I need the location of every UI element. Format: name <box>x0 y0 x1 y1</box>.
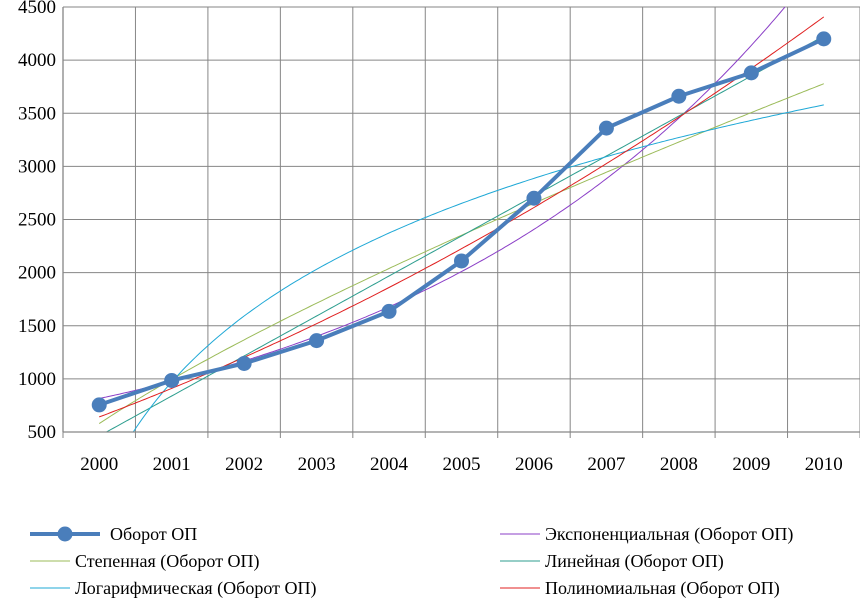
trendline-power <box>98 83 824 425</box>
data-point <box>598 120 614 136</box>
legend-item-series-label: Оборот ОП <box>110 524 197 544</box>
data-point <box>164 372 180 388</box>
legend-item-polynomial-label: Полиномиальная (Оборот ОП) <box>545 578 780 599</box>
x-tick-label: 2005 <box>443 454 481 475</box>
data-point <box>381 303 397 319</box>
y-tick-label: 1000 <box>18 369 56 390</box>
x-tick-label: 2000 <box>80 454 118 475</box>
data-point <box>816 31 832 47</box>
grid <box>62 6 860 438</box>
legend-item-power-label: Степенная (Оборот ОП) <box>75 551 260 572</box>
y-tick-label: 4000 <box>18 50 56 71</box>
y-tick-label: 3500 <box>18 103 56 124</box>
y-tick-label: 3000 <box>18 156 56 177</box>
legend-item-linear-label: Линейная (Оборот ОП) <box>545 551 724 572</box>
data-point <box>671 88 687 104</box>
y-tick-label: 2500 <box>18 210 56 231</box>
trendline-logarithmic <box>132 104 824 432</box>
data-point <box>454 253 469 269</box>
legend-item-exponential-label: Экспоненциальная (Оборот ОП) <box>545 524 793 545</box>
x-tick-label: 2006 <box>515 454 553 475</box>
data-point <box>309 333 325 349</box>
y-tick-label: 4500 <box>18 0 56 18</box>
y-tick-label: 1500 <box>18 316 56 337</box>
data-point <box>236 355 252 371</box>
series <box>91 31 832 413</box>
data-point <box>526 190 542 206</box>
x-tick-label: 2001 <box>153 454 191 475</box>
data-point <box>743 65 759 81</box>
x-tick-label: 2004 <box>370 454 409 475</box>
x-tick-label: 2007 <box>587 454 625 475</box>
x-tick-label: 2009 <box>732 454 770 475</box>
y-tick-label: 2000 <box>18 263 56 284</box>
data-point <box>91 397 107 413</box>
x-tick-label: 2010 <box>805 454 843 475</box>
legend: Оборот ОП Экспоненциальная (Оборот ОП) Сте… <box>30 524 793 599</box>
axes: 500 1000 1500 2000 2500 3000 3500 4000 4500 2000 2… <box>18 0 860 475</box>
legend-item-logarithmic-label: Логарифмическая (Оборот ОП) <box>75 578 316 599</box>
y-tick-label: 500 <box>28 422 57 443</box>
legend-swatch-marker <box>57 526 73 542</box>
x-tick-label: 2002 <box>225 454 263 475</box>
x-tick-label: 2003 <box>298 454 336 475</box>
x-tick-label: 2008 <box>660 454 698 475</box>
